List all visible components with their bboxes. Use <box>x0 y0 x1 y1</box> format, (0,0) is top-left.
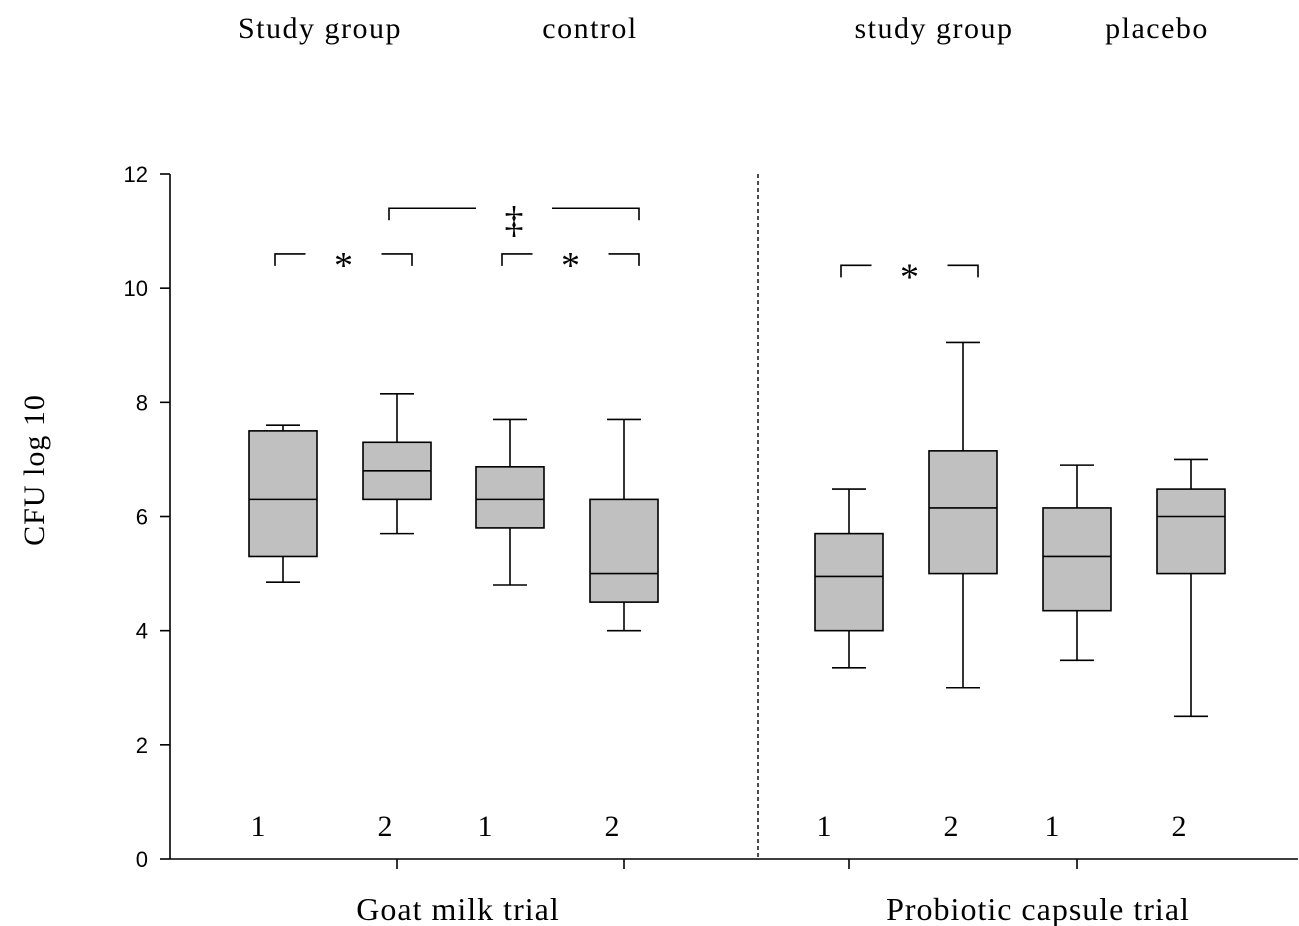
y-tick-label: 8 <box>136 390 148 415</box>
y-tick-label: 4 <box>136 619 148 644</box>
box <box>589 498 659 603</box>
significance-marker: * <box>561 245 580 287</box>
significance-marker: ‡ <box>505 199 524 241</box>
box-label: 1 <box>817 810 832 843</box>
y-axis-label: CFU log 10 <box>18 394 51 546</box>
box-label: 1 <box>251 810 266 843</box>
significance-bracket-right <box>947 264 979 278</box>
y-tick-label: 2 <box>136 733 148 758</box>
box-label: 1 <box>478 810 493 843</box>
box <box>928 450 998 575</box>
box <box>248 430 318 558</box>
significance-bracket-left <box>388 207 476 221</box>
y-tick-label: 6 <box>136 505 148 530</box>
y-tick-label: 12 <box>124 162 148 187</box>
box-label: 2 <box>605 810 620 843</box>
box <box>475 466 545 529</box>
group-label: Study group <box>238 12 402 45</box>
panel-label: Goat milk trial <box>356 891 559 926</box>
significance-bracket-left <box>840 264 872 278</box>
box-label: 1 <box>1045 810 1060 843</box>
significance-marker: * <box>334 245 353 287</box>
box <box>1042 507 1112 612</box>
significance-bracket-left <box>274 253 306 266</box>
group-label: study group <box>855 12 1014 45</box>
y-tick-label: 0 <box>136 847 148 872</box>
significance-bracket-left <box>501 253 533 266</box>
group-label: control <box>542 12 637 45</box>
y-tick-label: 10 <box>124 276 148 301</box>
significance-marker: * <box>900 256 919 298</box>
box-label: 2 <box>1172 810 1187 843</box>
panel-label: Probiotic capsule trial <box>886 891 1190 926</box>
significance-bracket-right <box>552 207 640 221</box>
box <box>1156 488 1226 575</box>
group-label: placebo <box>1105 12 1209 45</box>
significance-bracket-right <box>608 253 640 266</box>
significance-bracket-right <box>381 253 413 266</box>
box-label: 2 <box>378 810 393 843</box>
box <box>814 532 884 632</box>
box-label: 2 <box>944 810 959 843</box>
